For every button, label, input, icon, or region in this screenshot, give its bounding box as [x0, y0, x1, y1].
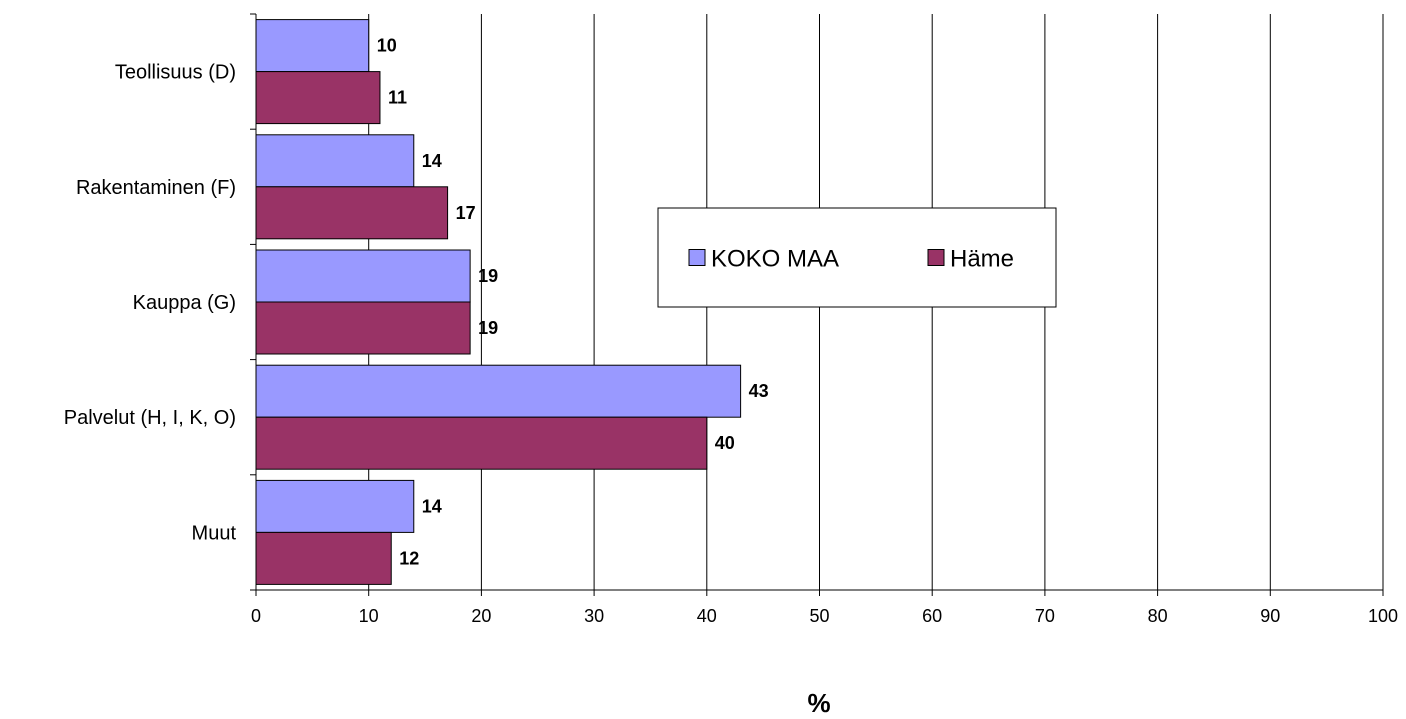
legend-swatch — [927, 249, 945, 266]
category-label: Kauppa (G) — [133, 292, 236, 314]
x-tick-label: 30 — [584, 606, 604, 626]
bar-koko-maa — [255, 479, 415, 533]
data-label: 19 — [478, 266, 498, 286]
x-tick-label: 60 — [922, 606, 942, 626]
legend-label: Häme — [950, 246, 1014, 273]
x-tick-label: 90 — [1260, 606, 1280, 626]
x-tick-label: 50 — [809, 606, 829, 626]
data-label: 14 — [422, 151, 442, 171]
category-label: Teollisuus (D) — [115, 62, 236, 84]
x-tick-label: 40 — [697, 606, 717, 626]
data-label: 12 — [399, 548, 419, 568]
x-axis-title: % — [807, 688, 830, 714]
legend: KOKO MAA Häme — [657, 207, 1057, 308]
bar-hame — [255, 301, 471, 355]
legend-box — [657, 207, 1057, 308]
x-tick-label: 80 — [1148, 606, 1168, 626]
data-label: 14 — [422, 496, 442, 516]
x-tick-label: 0 — [251, 606, 261, 626]
legend-swatch — [688, 249, 706, 266]
category-label: Rakentaminen (F) — [76, 177, 236, 199]
data-label: 43 — [749, 381, 769, 401]
category-label: Palvelut (H, I, K, O) — [64, 407, 236, 429]
x-tick-label: 70 — [1035, 606, 1055, 626]
bar-hame — [255, 186, 449, 240]
labels: Teollisuus (D) 10 11 Rakentaminen (F) 14 17 Ka… — [64, 36, 1398, 626]
data-label: 11 — [388, 88, 407, 108]
bar-koko-maa — [255, 19, 370, 73]
data-label: 19 — [478, 318, 498, 338]
bars — [255, 19, 742, 585]
x-tick-label: 100 — [1368, 606, 1398, 626]
legend-label: KOKO MAA — [711, 246, 839, 273]
data-label: 10 — [377, 36, 397, 56]
bar-hame — [255, 531, 392, 585]
data-label: 40 — [715, 433, 735, 453]
bar-koko-maa — [255, 249, 471, 303]
bar-koko-maa — [255, 364, 742, 418]
x-tick-label: 20 — [471, 606, 491, 626]
bar-hame — [255, 71, 381, 125]
bar-hame — [255, 416, 708, 470]
data-label: 17 — [456, 203, 476, 223]
x-tick-label: 10 — [359, 606, 379, 626]
category-label: Muut — [192, 522, 237, 544]
bar-koko-maa — [255, 134, 415, 188]
axes — [250, 13, 1384, 596]
